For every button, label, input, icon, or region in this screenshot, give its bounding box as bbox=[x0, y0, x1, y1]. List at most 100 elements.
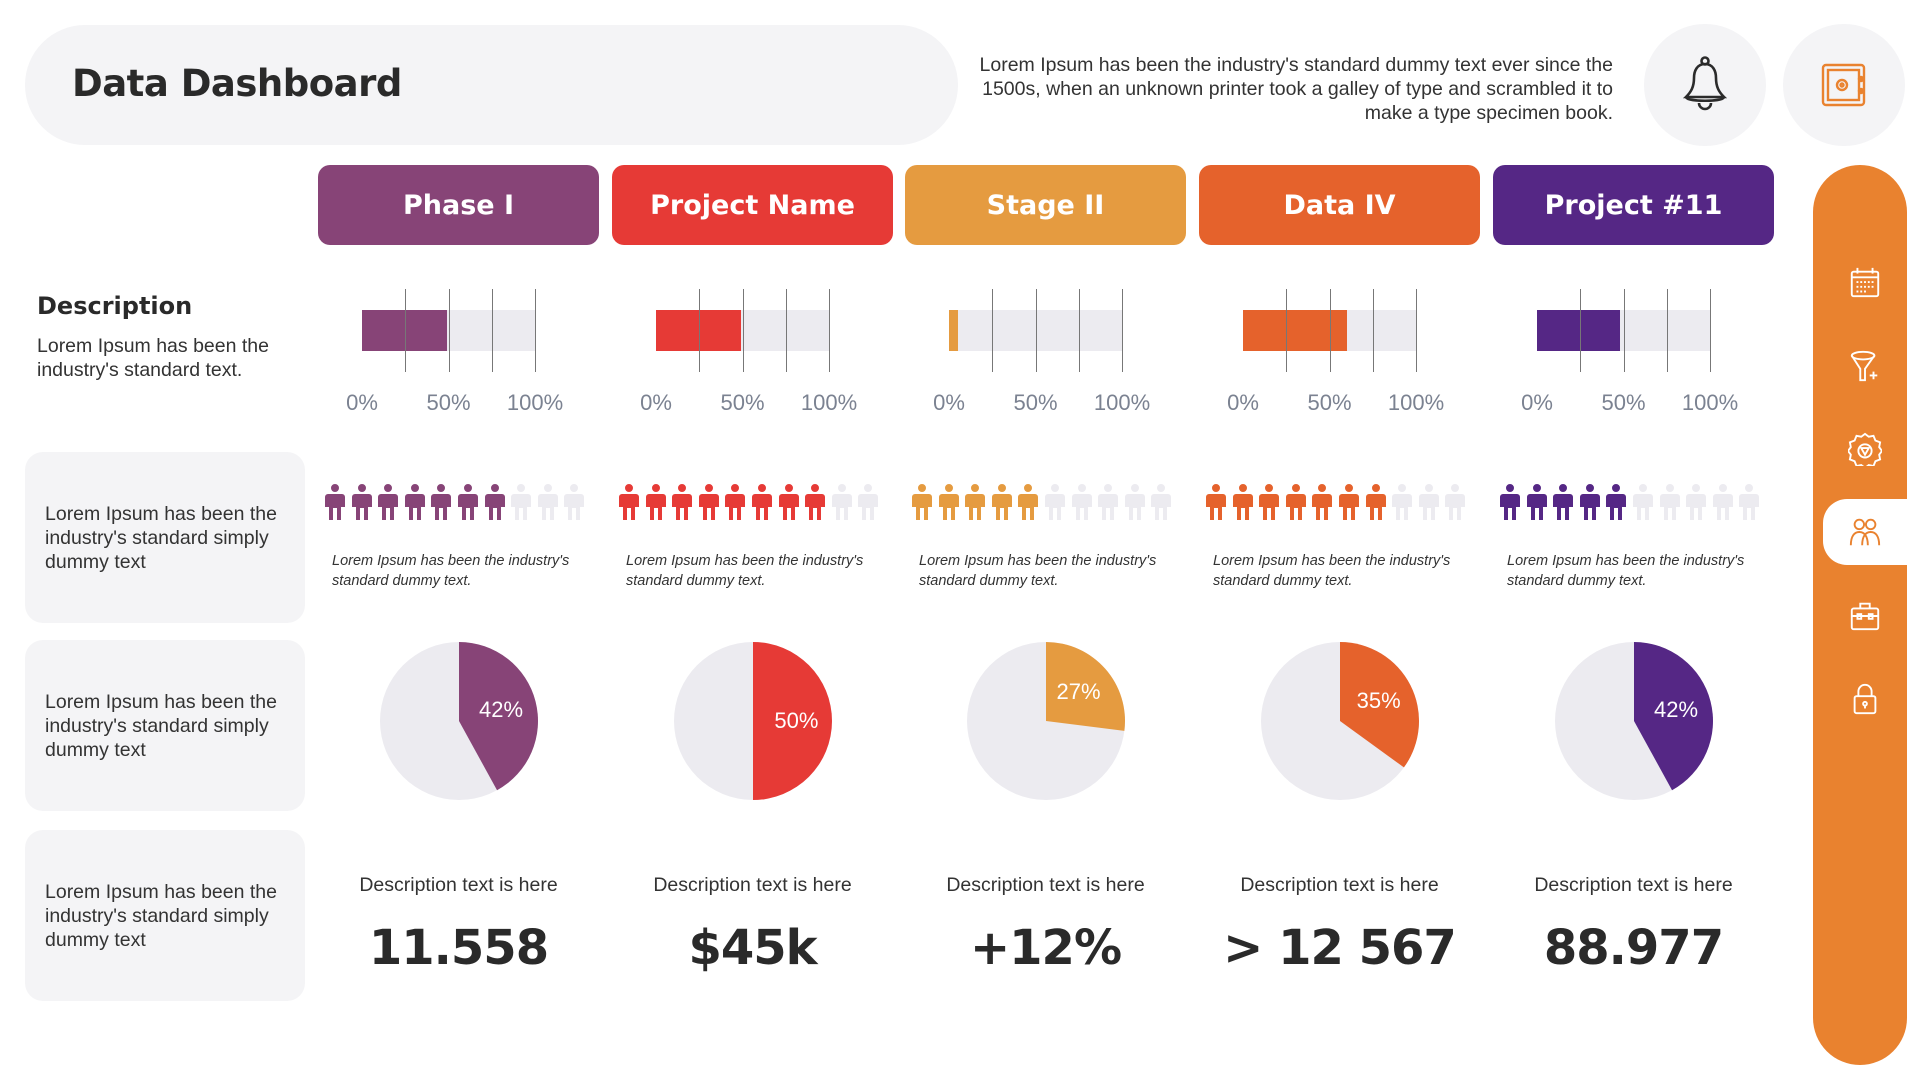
column-header[interactable]: Project Name bbox=[612, 165, 893, 245]
person-icon bbox=[1553, 484, 1574, 520]
gauge-gridline bbox=[1372, 289, 1374, 372]
metric-value: $45k bbox=[688, 920, 817, 976]
person-icon bbox=[725, 484, 746, 520]
gauge-gridline bbox=[1035, 289, 1037, 372]
column-header[interactable]: Data IV bbox=[1199, 165, 1480, 245]
gauge-gridline bbox=[1623, 289, 1625, 372]
person-icon bbox=[1098, 484, 1119, 520]
calendar-icon bbox=[1850, 267, 1880, 298]
person-icon bbox=[351, 484, 372, 520]
person-icon bbox=[991, 484, 1012, 520]
gauge-tick-label: 100% bbox=[1387, 390, 1445, 415]
gauge-fill bbox=[1243, 310, 1347, 351]
gauge-gridline bbox=[491, 289, 493, 372]
pie-chart bbox=[1555, 642, 1713, 800]
gauge-tick-label: 50% bbox=[1307, 390, 1352, 415]
person-icon bbox=[1606, 484, 1627, 520]
gauge-gridline bbox=[1710, 289, 1711, 372]
users-icon bbox=[1849, 518, 1881, 546]
person-icon bbox=[1418, 484, 1439, 520]
sidebar-item-users[interactable] bbox=[1823, 499, 1907, 565]
person-icon bbox=[965, 484, 986, 520]
gauge-tick-label: 100% bbox=[1093, 390, 1151, 415]
sidebar-item-gear[interactable] bbox=[1823, 416, 1907, 482]
metric-value: +12% bbox=[969, 920, 1122, 976]
person-icon bbox=[404, 484, 425, 520]
pie-chart bbox=[380, 642, 538, 800]
pie-slice-value bbox=[459, 642, 538, 791]
sidebar-item-toolbox[interactable] bbox=[1823, 583, 1907, 649]
person-icon bbox=[1151, 484, 1172, 520]
person-icon bbox=[1579, 484, 1600, 520]
title-bar bbox=[25, 25, 958, 145]
person-icon bbox=[431, 484, 452, 520]
column-header[interactable]: Project #11 bbox=[1493, 165, 1774, 245]
column-header-label: Phase I bbox=[402, 189, 515, 221]
person-icon bbox=[564, 484, 585, 520]
people-row-label-card: Lorem Ipsum has been the industry's stan… bbox=[25, 452, 305, 623]
gauge-tick-label: 0% bbox=[1521, 390, 1553, 415]
pie-percent-label: 50% bbox=[774, 708, 819, 733]
metric-row-label: Lorem Ipsum has been the industry's stan… bbox=[45, 880, 277, 951]
gauge-gridline bbox=[535, 289, 536, 372]
gauge-tick-label: 50% bbox=[1013, 390, 1058, 415]
person-icon bbox=[1659, 484, 1680, 520]
gauge-tick-label: 100% bbox=[800, 390, 858, 415]
toolbox-icon bbox=[1850, 602, 1880, 631]
person-icon bbox=[1500, 484, 1520, 520]
gauge-gridline bbox=[1122, 289, 1123, 372]
gauge-gridline bbox=[699, 289, 701, 372]
metric-value: 11.558 bbox=[368, 920, 549, 976]
sidebar-item-calendar[interactable] bbox=[1823, 250, 1907, 316]
description-title: Description bbox=[37, 292, 193, 320]
gauge-fill bbox=[362, 310, 447, 351]
metric-description: Description text is here bbox=[1534, 874, 1733, 896]
person-icon bbox=[1285, 484, 1306, 520]
people-caption: Lorem Ipsum has been the industry's stan… bbox=[332, 553, 570, 589]
person-icon bbox=[1018, 484, 1039, 520]
gauge-fill bbox=[949, 310, 958, 351]
person-icon bbox=[805, 484, 826, 520]
gauge-tick-label: 0% bbox=[640, 390, 672, 415]
metric-description: Description text is here bbox=[359, 874, 558, 896]
gauge-gridline bbox=[1329, 289, 1331, 372]
person-icon bbox=[511, 484, 532, 520]
gauge-fill bbox=[656, 310, 741, 351]
pie-row-label: Lorem Ipsum has been the industry's stan… bbox=[45, 690, 277, 761]
pie-chart bbox=[967, 642, 1125, 800]
metric-value: > 12 567 bbox=[1223, 920, 1457, 976]
gauge-gridline bbox=[742, 289, 744, 372]
person-icon bbox=[1392, 484, 1413, 520]
column-header-label: Stage bbox=[121, 189, 210, 221]
sidebar-item-lock[interactable] bbox=[1823, 666, 1907, 732]
person-icon bbox=[458, 484, 478, 520]
person-icon bbox=[645, 484, 666, 520]
gauge-tick-label: 0% bbox=[933, 390, 965, 415]
column-header[interactable]: Phase I bbox=[318, 165, 599, 245]
person-icon bbox=[858, 484, 879, 520]
person-icon bbox=[619, 484, 639, 520]
gauge-tick-label: 0% bbox=[346, 390, 378, 415]
bell-icon bbox=[1682, 56, 1728, 111]
column-header[interactable]: Stage II bbox=[905, 165, 1186, 245]
pie-percent-label: 42% bbox=[1654, 697, 1699, 723]
safe-icon bbox=[1821, 63, 1866, 107]
person-icon bbox=[912, 484, 932, 520]
people-caption: Lorem Ipsum has been the industry's stan… bbox=[626, 553, 864, 589]
sidebar-item-funnel-plus[interactable] bbox=[1823, 333, 1907, 399]
person-icon bbox=[831, 484, 852, 520]
gauge-gridline bbox=[992, 289, 994, 372]
gauge-tick-label: 50% bbox=[426, 390, 471, 415]
metric-description: Description text is here bbox=[653, 874, 852, 896]
person-icon bbox=[1206, 484, 1226, 520]
notifications-button[interactable] bbox=[1644, 24, 1766, 146]
gauge-gridline bbox=[1078, 289, 1080, 372]
person-icon bbox=[325, 484, 345, 520]
people-caption: Lorem Ipsum has been the industry's stan… bbox=[1507, 553, 1745, 589]
person-icon bbox=[1526, 484, 1547, 520]
person-icon bbox=[378, 484, 399, 520]
person-icon bbox=[537, 484, 558, 520]
safe-button[interactable] bbox=[1783, 24, 1905, 146]
gauge-gridline bbox=[829, 289, 830, 372]
lock-icon bbox=[1853, 683, 1877, 715]
